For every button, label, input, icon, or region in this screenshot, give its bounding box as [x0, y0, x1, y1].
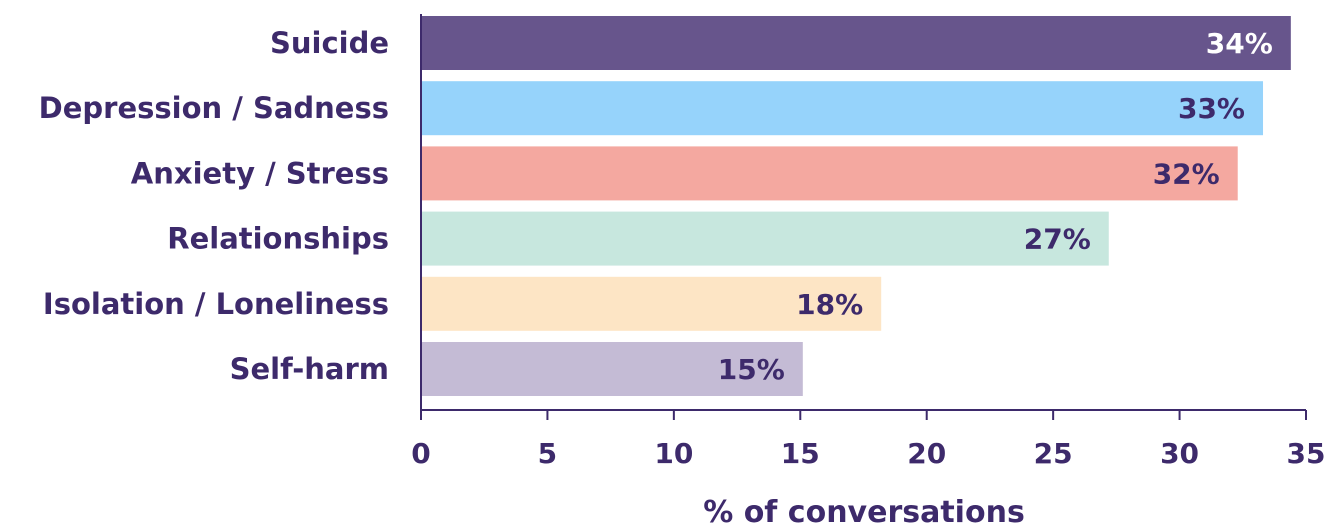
- x-tick-label-20: 20: [907, 437, 946, 470]
- data-label-suicide: 34%: [1206, 27, 1273, 60]
- data-label-self-harm: 15%: [718, 353, 785, 386]
- data-label-anxiety-stress: 32%: [1153, 157, 1220, 190]
- bars-group: 34% 33% 32% 27% 18% 15%: [421, 16, 1291, 396]
- x-tick-label-25: 25: [1034, 437, 1073, 470]
- bar-suicide: [421, 16, 1291, 70]
- bar-depression-sadness: [421, 81, 1264, 136]
- bar-relationships: [421, 211, 1109, 266]
- category-label-depression-sadness: Depression / Sadness: [39, 91, 389, 125]
- x-axis-title: % of conversations: [703, 495, 1025, 530]
- x-tick-label-10: 10: [654, 437, 693, 470]
- category-label-anxiety-stress: Anxiety / Stress: [131, 156, 389, 190]
- bar-anxiety-stress: [421, 146, 1238, 201]
- bar-self-harm: [421, 342, 803, 396]
- x-tick-label-30: 30: [1160, 437, 1199, 470]
- category-label-relationships: Relationships: [167, 222, 389, 256]
- bar-isolation-loneliness: [421, 276, 882, 331]
- x-tick-label-0: 0: [411, 437, 430, 470]
- category-label-isolation-loneliness: Isolation / Loneliness: [43, 287, 389, 321]
- x-tick-label-15: 15: [781, 437, 820, 470]
- x-tick-label-5: 5: [538, 437, 557, 470]
- x-tick-label-35: 35: [1287, 437, 1325, 470]
- data-label-relationships: 27%: [1024, 223, 1091, 256]
- category-label-suicide: Suicide: [270, 26, 389, 60]
- category-labels: Suicide Depression / Sadness Anxiety / Str…: [39, 26, 389, 386]
- data-label-isolation-loneliness: 18%: [796, 288, 863, 321]
- data-label-depression-sadness: 33%: [1178, 92, 1245, 125]
- x-axis: 0 5 10 15 20 25 30 35: [411, 14, 1325, 470]
- category-label-self-harm: Self-harm: [230, 352, 389, 386]
